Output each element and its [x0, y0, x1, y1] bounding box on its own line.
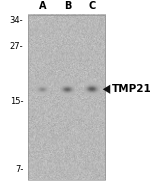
- Text: 34-: 34-: [10, 16, 23, 25]
- Text: A: A: [39, 1, 46, 11]
- Text: 15-: 15-: [10, 97, 23, 106]
- Text: 27-: 27-: [10, 42, 23, 50]
- Text: TMP21: TMP21: [112, 84, 150, 94]
- Text: C: C: [89, 1, 96, 11]
- Text: B: B: [64, 1, 71, 11]
- Text: 7-: 7-: [15, 166, 23, 174]
- Polygon shape: [103, 85, 110, 94]
